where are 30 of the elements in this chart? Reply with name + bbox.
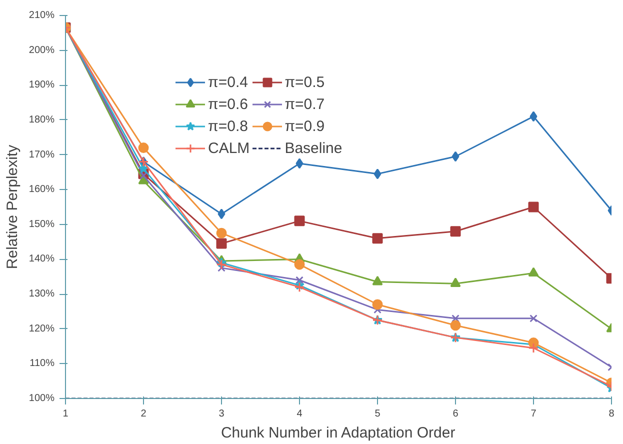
x-tick-label: 5 bbox=[374, 408, 381, 420]
legend-label: π=0.6 bbox=[208, 96, 248, 112]
legend-label: π=0.9 bbox=[284, 118, 325, 134]
x-tick-label: 7 bbox=[530, 408, 537, 420]
y-tick-label: 110% bbox=[30, 358, 55, 370]
y-tick-label: 190% bbox=[28, 80, 55, 91]
x-tick-label: 3 bbox=[218, 408, 225, 420]
y-tick-label: 120% bbox=[28, 323, 55, 334]
y-tick-label: 140% bbox=[28, 254, 55, 265]
x-tick-label: 6 bbox=[452, 408, 459, 420]
y-tick-label: 200% bbox=[28, 44, 55, 56]
y-tick-label: 160% bbox=[28, 184, 55, 196]
x-tick-label: 2 bbox=[140, 408, 147, 420]
legend-label: CALM bbox=[208, 140, 250, 156]
legend-label: π=0.5 bbox=[284, 74, 325, 90]
y-tick-label: 170% bbox=[28, 149, 55, 160]
legend-label: Baseline bbox=[284, 140, 342, 156]
x-tick-label: 1 bbox=[62, 408, 69, 420]
y-tick-label: 100% bbox=[28, 393, 55, 404]
x-tick-label: 8 bbox=[608, 408, 615, 420]
x-axis-title: Chunk Number in Adaptation Order bbox=[220, 424, 456, 442]
y-tick-label: 180% bbox=[28, 114, 55, 126]
legend-label: π=0.7 bbox=[284, 96, 325, 112]
legend-label: π=0.4 bbox=[208, 74, 248, 90]
y-axis-title: Relative Perplexity bbox=[4, 144, 21, 270]
y-tick-label: 210% bbox=[28, 10, 55, 21]
legend-label: π=0.8 bbox=[208, 118, 248, 134]
y-tick-label: 130% bbox=[28, 288, 55, 300]
x-tick-label: 4 bbox=[296, 408, 303, 420]
y-tick-label: 150% bbox=[28, 218, 55, 230]
